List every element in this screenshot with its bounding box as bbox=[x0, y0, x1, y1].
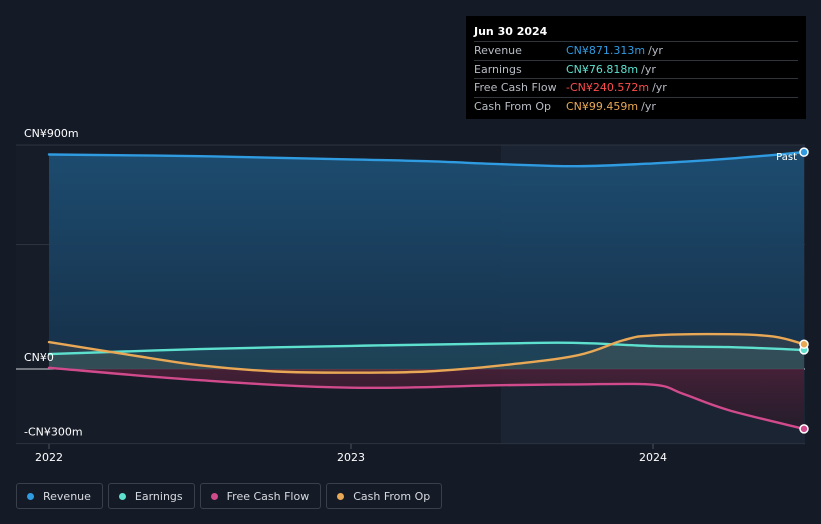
tooltip-value: CN¥76.818m bbox=[566, 62, 639, 76]
tooltip-label: Free Cash Flow bbox=[474, 81, 557, 94]
legend-item-free-cash-flow[interactable]: Free Cash Flow bbox=[199, 483, 322, 509]
legend-dot-icon bbox=[337, 492, 345, 500]
x-tick-label: 2024 bbox=[639, 451, 667, 464]
legend-item-earnings[interactable]: Earnings bbox=[107, 483, 195, 509]
tooltip-row-revenue: Revenue CN¥871.313m /yr bbox=[474, 41, 798, 60]
legend-label: Free Cash Flow bbox=[226, 489, 310, 503]
tooltip-unit: /yr bbox=[652, 81, 667, 94]
legend-dot-icon bbox=[210, 492, 218, 500]
point-free-cash-flow-latest bbox=[799, 424, 809, 434]
area-revenue bbox=[49, 152, 804, 369]
tooltip-row-free-cash-flow: Free Cash Flow -CN¥240.572m /yr bbox=[474, 78, 798, 97]
x-tick-label: 2022 bbox=[35, 451, 63, 464]
tooltip: Jun 30 2024 Revenue CN¥871.313m /yr Earn… bbox=[466, 16, 806, 119]
chart: CN¥900m CN¥0 -CN¥300m 2022 2023 2024 Past bbox=[16, 127, 809, 464]
y-tick-label: CN¥0 bbox=[24, 351, 54, 364]
tooltip-value: CN¥871.313m bbox=[566, 44, 646, 57]
point-cash-from-op-latest bbox=[799, 339, 809, 349]
tooltip-label: Revenue bbox=[474, 44, 522, 57]
legend-label: Revenue bbox=[43, 489, 91, 503]
tooltip-row-earnings: Earnings CN¥76.818m /yr bbox=[474, 59, 798, 79]
legend-dot-icon bbox=[27, 492, 34, 500]
point-revenue-latest bbox=[799, 147, 809, 157]
legend-item-revenue[interactable]: Revenue bbox=[16, 483, 103, 509]
legend-item-cash-from-op[interactable]: Cash From Op bbox=[326, 483, 443, 509]
tooltip-label: Cash From Op bbox=[474, 99, 552, 113]
tooltip-unit: /yr bbox=[641, 62, 656, 76]
line-earnings bbox=[47, 341, 806, 356]
tooltip-date: Jun 30 2024 bbox=[474, 25, 548, 38]
tooltip-label: Earnings bbox=[474, 62, 522, 76]
legend: Revenue Earnings Free Cash Flow Cash Fro… bbox=[16, 483, 443, 511]
x-tick-label: 2023 bbox=[337, 451, 365, 464]
tooltip-value: -CN¥240.572m bbox=[566, 81, 650, 94]
y-tick-label: -CN¥300m bbox=[24, 426, 83, 439]
legend-label: Earnings bbox=[134, 489, 183, 503]
tooltip-row-cash-from-op: Cash From Op CN¥99.459m /yr bbox=[474, 96, 798, 116]
y-tick-label: CN¥900m bbox=[24, 127, 79, 140]
legend-label: Cash From Op bbox=[353, 489, 431, 503]
past-label: Past bbox=[776, 152, 797, 163]
line-revenue bbox=[47, 150, 806, 168]
tooltip-unit: /yr bbox=[648, 44, 663, 57]
line-cash-from-op bbox=[47, 332, 806, 374]
tooltip-value: CN¥99.459m bbox=[566, 99, 639, 113]
legend-dot-icon bbox=[118, 492, 126, 500]
line-free-cash-flow bbox=[47, 366, 806, 431]
tooltip-unit: /yr bbox=[641, 99, 656, 113]
